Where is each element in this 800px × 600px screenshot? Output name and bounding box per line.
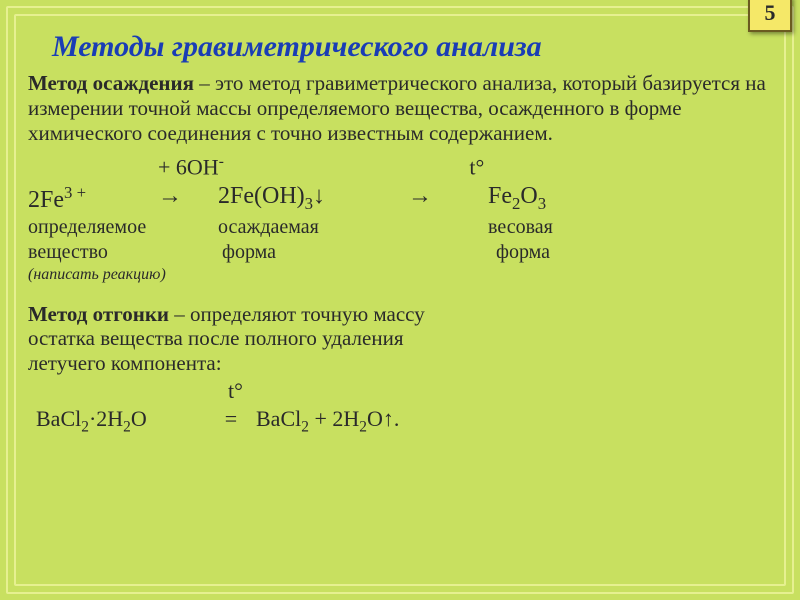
label-c3a: весовая <box>488 216 553 238</box>
labels-row2: вещество форма форма <box>28 241 772 264</box>
eq1-down: ↓ <box>313 183 325 209</box>
eq2-dot: ·2H <box>89 406 123 431</box>
eq1-mid-sub: 3 <box>305 193 313 212</box>
equation2-main-row: BaCl2·2H2O = BaCl2 + 2H2O↑. <box>28 406 772 436</box>
eq2-end: . <box>394 406 400 431</box>
slide-number-badge: 5 <box>748 0 792 32</box>
eq1-rhs: Fe <box>488 183 512 209</box>
eq1-mid: 2Fe(OH) <box>218 183 305 209</box>
slide-title: Методы гравиметрического анализа <box>52 30 772 63</box>
eq2-eq: = <box>225 406 237 431</box>
eq2-rhs-o: O <box>367 406 383 431</box>
eq1-rhs-o: O <box>520 183 537 209</box>
eq2-up: ↑ <box>383 406 394 431</box>
slide-content: Методы гравиметрического анализа Метод о… <box>28 24 772 576</box>
label-c1a: определяемое <box>28 216 146 238</box>
eq2-lhs1: BaCl <box>36 406 81 431</box>
label-c2b: форма <box>222 241 276 263</box>
eq2-top: t° <box>228 378 243 403</box>
section1-paragraph: Метод осаждения – это метод гравиметриче… <box>28 71 772 145</box>
section2-text1: – определяют точную массу <box>169 302 425 326</box>
eq1-top-left-sup: - <box>219 153 224 170</box>
section1-heading: Метод осаждения <box>28 71 194 95</box>
eq2-lhs1-sub: 2 <box>81 418 89 435</box>
section2-text2: остатка вещества после полного удаления <box>28 326 772 351</box>
eq2-rhs1-sub: 2 <box>301 418 309 435</box>
eq1-lhs: 2Fe <box>28 187 64 213</box>
label-c2a: осаждаемая <box>218 216 319 238</box>
eq2-rhs2-sub: 2 <box>359 418 367 435</box>
eq2-plus: + 2H <box>309 406 359 431</box>
section2-heading: Метод отгонки <box>28 302 169 326</box>
slide-number: 5 <box>765 0 776 25</box>
eq1-top-right: t° <box>469 155 484 180</box>
section2-text3: летучего компонента: <box>28 351 772 376</box>
eq1-lhs-sup: 3 + <box>64 183 86 202</box>
eq1-arrow1: → <box>158 183 182 209</box>
label-c1b: вещество <box>28 241 108 263</box>
label-c3b: форма <box>496 241 550 263</box>
eq2-lhs-o: O <box>131 406 147 431</box>
equation1-top-row: + 6OH- t° <box>28 153 772 180</box>
eq2-lhs2-sub: 2 <box>123 418 131 435</box>
labels-row1: определяемое осаждаемая весовая <box>28 216 772 239</box>
eq2-rhs1: BaCl <box>256 406 301 431</box>
equation2-top-row: t° <box>28 378 772 404</box>
eq1-top-left: + 6OH <box>158 155 219 180</box>
eq1-arrow2: → <box>408 183 432 209</box>
section2-block: Метод отгонки – определяют точную массу … <box>28 302 772 376</box>
eq1-rhs-sub2: 3 <box>538 193 546 212</box>
equation1-main-row: 2Fe3 + → 2Fe(OH)3↓ → Fe2O3 <box>28 183 772 214</box>
reaction-note: (написать реакцию) <box>28 266 772 284</box>
